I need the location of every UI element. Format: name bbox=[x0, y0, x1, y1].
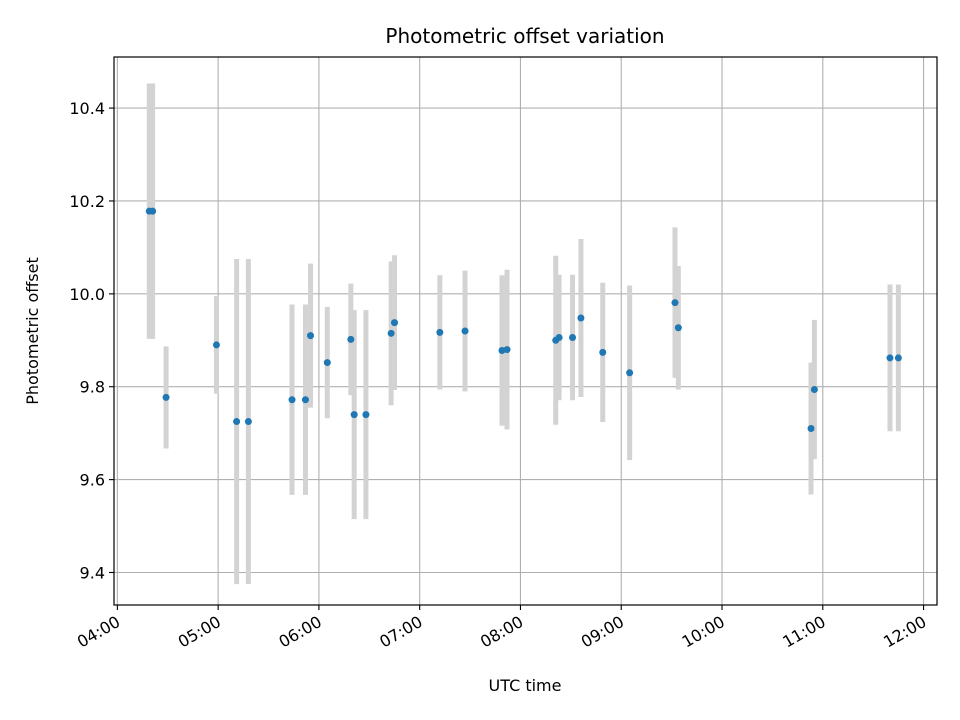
data-point bbox=[233, 418, 241, 426]
x-axis-label: UTC time bbox=[489, 676, 562, 695]
y-tick-label: 10.2 bbox=[69, 192, 105, 211]
data-point bbox=[569, 334, 577, 342]
data-point bbox=[626, 369, 634, 377]
data-point bbox=[810, 386, 818, 394]
plot-frame bbox=[113, 56, 938, 606]
data-point bbox=[301, 396, 309, 404]
y-tick-label: 9.6 bbox=[80, 471, 105, 490]
data-point bbox=[162, 393, 170, 401]
data-point bbox=[323, 359, 331, 367]
data-point bbox=[362, 411, 370, 419]
chart-title: Photometric offset variation bbox=[385, 24, 664, 48]
data-point bbox=[350, 411, 358, 419]
data-point bbox=[244, 418, 252, 426]
data-point bbox=[149, 207, 157, 215]
data-point bbox=[212, 341, 220, 349]
data-point bbox=[886, 354, 894, 362]
data-points bbox=[145, 207, 902, 433]
data-point bbox=[807, 425, 815, 433]
data-point bbox=[577, 314, 585, 322]
data-point bbox=[599, 348, 607, 356]
data-point bbox=[671, 299, 679, 307]
data-point bbox=[387, 329, 395, 337]
y-axis-label: Photometric offset bbox=[23, 257, 42, 405]
y-tick-label: 9.8 bbox=[80, 378, 105, 397]
data-point bbox=[436, 328, 444, 336]
y-axis: 9.4 9.6 9.8 10.0 10.2 10.4 bbox=[69, 99, 114, 582]
data-point bbox=[555, 334, 563, 342]
grid bbox=[114, 57, 937, 605]
data-point bbox=[288, 396, 296, 404]
data-point bbox=[461, 327, 469, 335]
y-tick-label: 9.4 bbox=[80, 563, 105, 582]
data-point bbox=[347, 335, 355, 343]
data-point bbox=[390, 319, 398, 327]
y-tick-label: 10.4 bbox=[69, 99, 105, 118]
data-point bbox=[674, 324, 682, 332]
data-point bbox=[503, 346, 511, 354]
y-tick-label: 10.0 bbox=[69, 285, 105, 304]
data-point bbox=[307, 332, 315, 340]
data-point bbox=[894, 354, 902, 362]
